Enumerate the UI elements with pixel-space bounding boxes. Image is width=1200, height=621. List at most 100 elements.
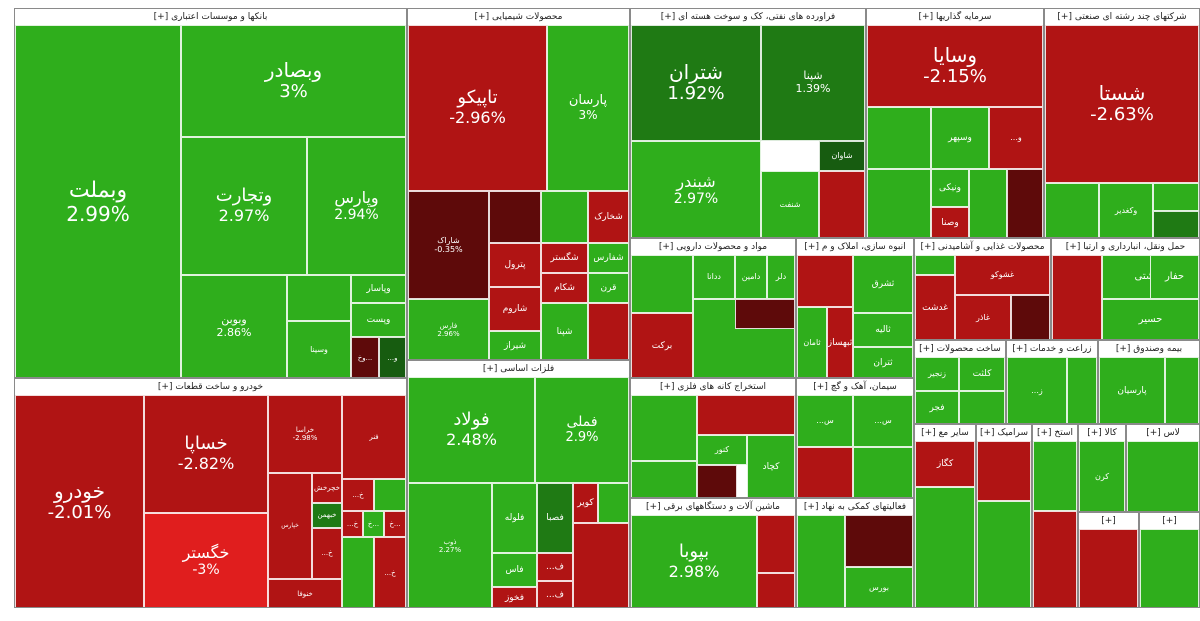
stock-tile[interactable]: شاروم	[489, 287, 541, 331]
sector-header[interactable]: حمل ونقل، انبارداری و ارتبا [+]	[1052, 239, 1199, 256]
sector-header[interactable]: استخ [+]	[1033, 425, 1077, 442]
stock-tile[interactable]: کلثت	[959, 357, 1005, 391]
stock-tile[interactable]: ...ز	[1007, 357, 1067, 423]
sector-header[interactable]: فلزات اساسی [+]	[408, 361, 629, 378]
stock-tile[interactable]: کنور	[697, 435, 747, 465]
stock-tile[interactable]: ...خ	[312, 528, 342, 579]
sector-header[interactable]: زراعت و خدمات [+]	[1007, 341, 1097, 358]
stock-tile[interactable]: فملی 2.9%	[535, 377, 629, 483]
stock-tile[interactable]	[374, 479, 406, 511]
stock-tile[interactable]: شپنا	[541, 303, 588, 359]
stock-tile[interactable]	[489, 191, 541, 243]
sector-header[interactable]: انبوه سازی، املاک و م [+]	[797, 239, 913, 256]
sector-header[interactable]: [+]	[1079, 513, 1138, 530]
stock-tile[interactable]	[631, 255, 693, 313]
stock-tile[interactable]	[598, 483, 629, 523]
stock-tile[interactable]: برکت	[631, 313, 693, 377]
stock-tile[interactable]: وخ...	[351, 337, 379, 377]
stock-tile[interactable]: ...س	[853, 395, 913, 447]
stock-tile[interactable]: ثالیه	[853, 313, 913, 347]
stock-tile[interactable]: وسینا	[287, 321, 351, 377]
stock-tile[interactable]: دلر	[767, 255, 795, 299]
stock-tile[interactable]: وسپهر	[931, 107, 989, 169]
stock-tile[interactable]: ثشرق	[853, 255, 913, 313]
stock-tile[interactable]: فاس	[492, 553, 537, 587]
stock-tile[interactable]: کچاد	[747, 435, 795, 497]
stock-tile[interactable]	[287, 275, 351, 321]
stock-tile[interactable]	[977, 501, 1031, 607]
stock-tile[interactable]: فخوز	[492, 587, 537, 607]
stock-tile[interactable]	[342, 537, 374, 607]
stock-tile[interactable]	[977, 441, 1031, 501]
stock-tile[interactable]: وسایا -2.15%	[867, 25, 1043, 107]
stock-tile[interactable]: غشوکو	[955, 255, 1050, 295]
stock-tile[interactable]	[853, 447, 913, 497]
stock-tile[interactable]	[1011, 295, 1050, 339]
stock-tile[interactable]: ...خ	[374, 537, 406, 607]
stock-tile[interactable]: غدشت	[915, 275, 955, 339]
stock-tile[interactable]	[588, 303, 629, 359]
stock-tile[interactable]: خودرو -2.01%	[15, 395, 144, 607]
sector-header[interactable]: کالا [+]	[1079, 425, 1125, 442]
stock-tile[interactable]	[735, 299, 795, 329]
stock-tile[interactable]: پارسیان	[1099, 357, 1165, 423]
stock-tile[interactable]: شاراک -0.35%	[408, 191, 489, 299]
stock-tile[interactable]: ثامان	[797, 307, 827, 377]
stock-tile[interactable]	[969, 169, 1007, 237]
stock-tile[interactable]	[631, 395, 697, 461]
stock-tile[interactable]: وصنا	[931, 207, 969, 237]
stock-tile[interactable]: پترول	[489, 243, 541, 287]
stock-tile[interactable]: خبهمن	[312, 503, 342, 528]
stock-tile[interactable]: فصبا	[537, 483, 573, 553]
stock-tile[interactable]	[867, 107, 931, 169]
stock-tile[interactable]: ...خ	[342, 511, 363, 537]
stock-tile[interactable]: ...خ	[342, 479, 374, 511]
stock-tile[interactable]: بپوبا 2.98%	[631, 515, 757, 607]
stock-tile[interactable]: ...ف	[537, 553, 573, 581]
stock-tile[interactable]: ...س	[797, 395, 853, 447]
stock-tile[interactable]: ذوب 2.27%	[408, 483, 492, 607]
stock-tile[interactable]	[1052, 255, 1102, 339]
stock-tile[interactable]	[1007, 169, 1043, 237]
sector-header[interactable]: فراورده های نفتی، کک و سوخت هسته ای [+]	[631, 9, 865, 26]
sector-header[interactable]: سرامیک [+]	[977, 425, 1031, 442]
stock-tile[interactable]: شخارک	[588, 191, 629, 243]
stock-tile[interactable]	[697, 395, 795, 435]
stock-tile[interactable]: وکغدیر	[1099, 183, 1153, 237]
stock-tile[interactable]	[1033, 511, 1077, 607]
stock-tile[interactable]: کگاز	[915, 441, 975, 487]
stock-tile[interactable]: ...ف	[537, 581, 573, 607]
stock-tile[interactable]	[959, 391, 1005, 423]
stock-tile[interactable]: شکام	[541, 273, 588, 303]
stock-tile[interactable]: شتران 1.92%	[631, 25, 761, 141]
stock-tile[interactable]: فنر	[342, 395, 406, 479]
stock-tile[interactable]: ثتران	[853, 347, 913, 377]
stock-tile[interactable]: شپنا 1.39%	[761, 25, 865, 141]
stock-tile[interactable]: شگستر	[541, 243, 588, 273]
sector-header[interactable]: شرکتهای چند رشته ای صنعتی [+]	[1045, 9, 1199, 26]
sector-header[interactable]: فعالیتهای کمکی به نهاد [+]	[797, 499, 913, 516]
stock-tile[interactable]: زنجیر	[915, 357, 959, 391]
stock-tile[interactable]	[819, 171, 865, 237]
stock-tile[interactable]	[1165, 357, 1199, 423]
sector-header[interactable]: خودرو و ساخت قطعات [+]	[15, 379, 406, 396]
stock-tile[interactable]: فلوله	[492, 483, 537, 553]
stock-tile[interactable]	[1079, 529, 1138, 607]
stock-tile[interactable]	[541, 191, 588, 243]
stock-tile[interactable]: حفار	[1150, 255, 1199, 299]
stock-tile[interactable]: خ...	[384, 511, 406, 537]
stock-tile[interactable]	[915, 255, 955, 275]
stock-tile[interactable]: وبملت 2.99%	[15, 25, 181, 377]
stock-tile[interactable]: خچرخش	[312, 473, 342, 503]
stock-tile[interactable]: خگستر -3%	[144, 513, 268, 607]
sector-header[interactable]: [+]	[1140, 513, 1199, 530]
stock-tile[interactable]: ...و	[379, 337, 406, 377]
stock-tile[interactable]: قرن	[588, 273, 629, 303]
stock-tile[interactable]: تاپیکو -2.96%	[408, 25, 547, 191]
stock-tile[interactable]	[1140, 529, 1199, 607]
stock-tile[interactable]	[573, 523, 629, 607]
stock-tile[interactable]: وپارس 2.94%	[307, 137, 406, 275]
sector-header[interactable]: محصولات غذایی و آشامیدنی [+]	[915, 239, 1050, 256]
stock-tile[interactable]	[1127, 441, 1199, 511]
stock-tile[interactable]	[915, 487, 975, 607]
